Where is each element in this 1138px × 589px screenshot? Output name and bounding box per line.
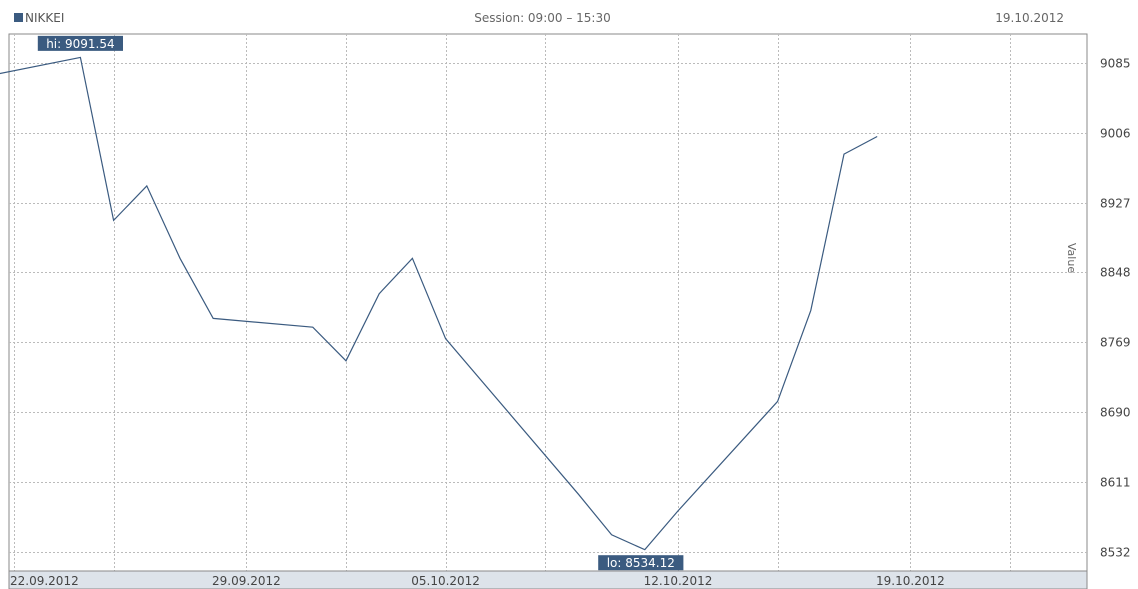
x-tick-label: 19.10.2012 — [876, 574, 945, 588]
legend-label: NIKKEI — [25, 11, 65, 25]
data-point — [212, 317, 215, 320]
y-tick-label: 8532 — [1100, 546, 1131, 560]
data-point — [677, 509, 680, 512]
y-axis-label: Value — [1065, 243, 1078, 273]
data-point — [179, 257, 182, 260]
y-tick-label: 8848 — [1100, 266, 1131, 280]
data-point — [145, 184, 148, 187]
hi-label: hi: 9091.54 — [46, 37, 114, 51]
data-point — [776, 400, 779, 403]
data-point — [378, 292, 381, 295]
x-tick-label: 29.09.2012 — [212, 574, 281, 588]
data-point — [311, 326, 314, 329]
x-axis-band — [8, 570, 1088, 589]
y-tick-label: 9085 — [1100, 57, 1131, 71]
series-line-nikkei — [0, 56, 878, 551]
chart-header: NIKKEI Session: 09:00 – 15:30 19.10.2012 — [0, 0, 1138, 30]
data-point — [79, 56, 82, 59]
data-point — [577, 493, 580, 496]
y-tick-label: 8690 — [1100, 406, 1131, 420]
data-point — [809, 309, 812, 312]
y-tick-label: 8927 — [1100, 197, 1131, 211]
lo-label: lo: 8534.12 — [607, 556, 675, 570]
session-label: Session: 09:00 – 15:30 — [474, 11, 611, 25]
data-point — [610, 533, 613, 536]
data-point — [345, 359, 348, 362]
data-point — [112, 219, 115, 222]
data-point — [876, 135, 879, 138]
x-tick-label: 22.09.2012 — [10, 574, 79, 588]
data-point — [843, 153, 846, 156]
y-tick-label: 8611 — [1100, 476, 1131, 490]
data-point — [643, 548, 646, 551]
legend-swatch-icon — [14, 13, 23, 22]
hi-label-bg — [37, 35, 123, 51]
y-tick-label: 9006 — [1100, 127, 1131, 141]
plot-area — [8, 33, 1088, 572]
data-point — [444, 337, 447, 340]
lo-label-bg — [598, 555, 684, 571]
y-tick-label: 8769 — [1100, 336, 1131, 350]
x-tick-label: 05.10.2012 — [411, 574, 480, 588]
x-tick-label: 12.10.2012 — [644, 574, 713, 588]
date-label: 19.10.2012 — [995, 11, 1064, 25]
legend: NIKKEI — [14, 11, 64, 25]
data-point — [411, 257, 414, 260]
